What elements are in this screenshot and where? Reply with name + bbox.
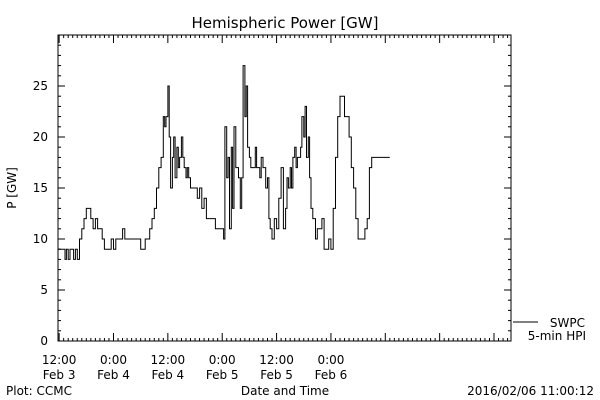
- x-tick-label-time: 0:00: [100, 353, 127, 367]
- y-tick-label: 25: [33, 79, 48, 93]
- y-tick-label: 5: [40, 283, 48, 297]
- x-tick-label-date: Feb 6: [315, 368, 348, 382]
- x-tick-label-time: 12:00: [151, 353, 186, 367]
- plot-frame: [57, 34, 512, 342]
- x-tick-label-date: Feb 5: [206, 368, 239, 382]
- y-axis: 0 5 10 15 20 25: [33, 34, 511, 348]
- footer-timestamp: 2016/02/06 11:00:12: [467, 384, 594, 398]
- y-tick-label: 10: [33, 232, 48, 246]
- y-tick-label: 0: [40, 334, 48, 348]
- x-tick-label-time: 12:00: [42, 353, 77, 367]
- series-layer: [58, 65, 390, 260]
- x-tick-label-date: Feb 4: [97, 368, 130, 382]
- x-tick-label-date: Feb 5: [260, 368, 293, 382]
- footer-plot-credit: Plot: CCMC: [6, 384, 72, 398]
- y-axis-label: P [GW]: [5, 167, 19, 209]
- x-tick-label-date: Feb 3: [43, 368, 76, 382]
- x-tick-label-date: Feb 4: [152, 368, 185, 382]
- x-tick-label-time: 12:00: [259, 353, 294, 367]
- x-tick-label-time: 0:00: [317, 353, 344, 367]
- x-axis-label: Date and Time: [241, 384, 329, 398]
- chart-title: Hemispheric Power [GW]: [192, 14, 379, 32]
- y-tick-label: 15: [33, 181, 48, 195]
- legend-entry-5min-hpi: 5-min HPI: [528, 329, 586, 343]
- x-tick-label-time: 0:00: [209, 353, 236, 367]
- series-line-swpc: [58, 65, 390, 260]
- legend-entry-swpc: SWPC: [550, 316, 585, 330]
- y-tick-label: 20: [33, 130, 48, 144]
